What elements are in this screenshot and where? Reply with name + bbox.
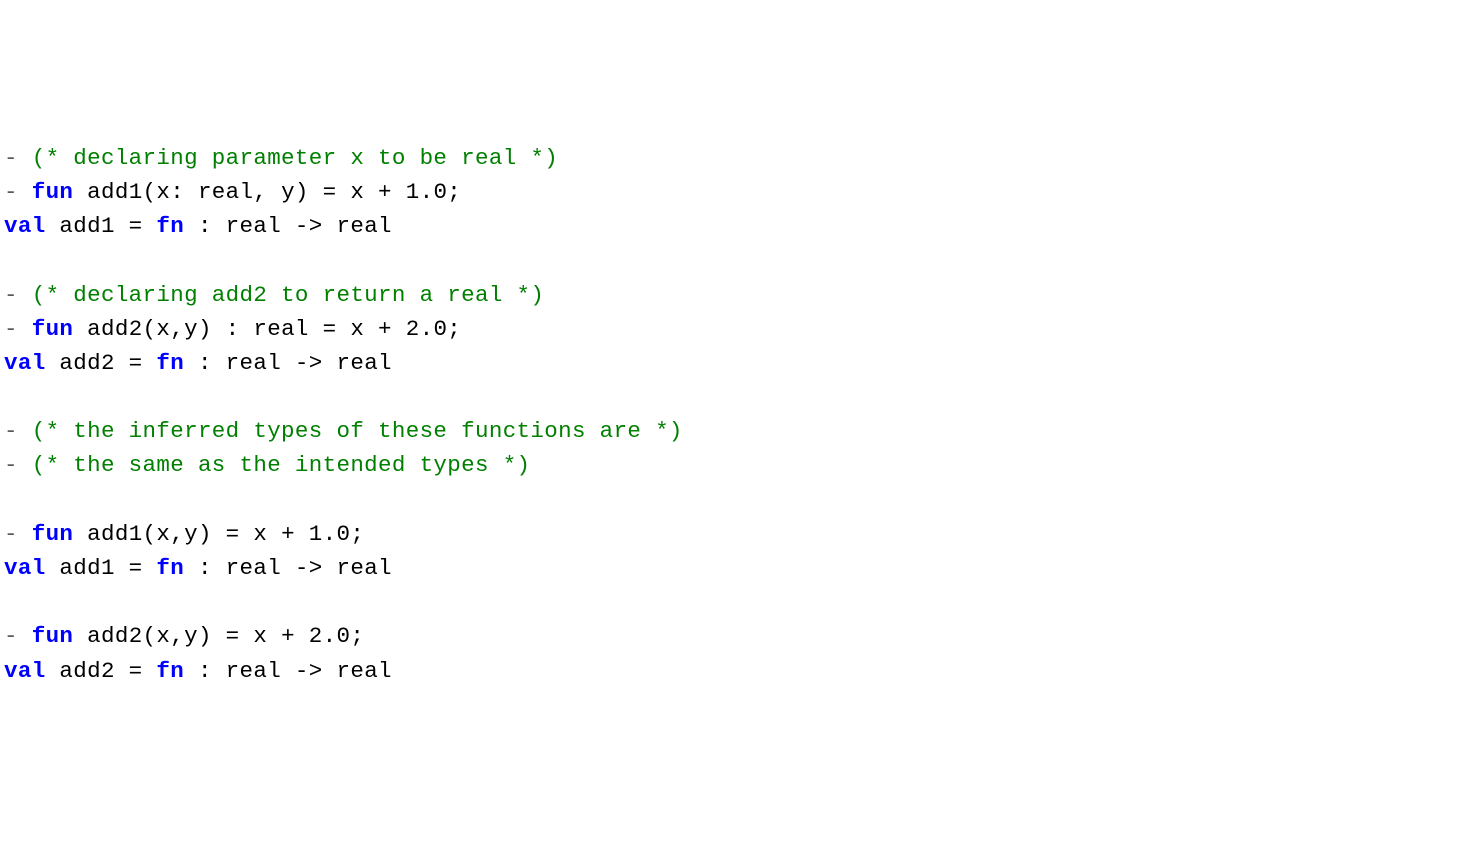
code-line: - fun add1(x: real, y) = x + 1.0; bbox=[4, 175, 1470, 209]
code-block: - (* declaring parameter x to be real *)… bbox=[4, 141, 1470, 688]
code-line: val add2 = fn : real -> real bbox=[4, 346, 1470, 380]
code-line: - (* the same as the intended types *) bbox=[4, 448, 1470, 482]
keyword-token: fn bbox=[156, 350, 184, 376]
keyword-token: val bbox=[4, 213, 46, 239]
code-line: - (* the inferred types of these functio… bbox=[4, 414, 1470, 448]
text-token: add1 = bbox=[46, 555, 157, 581]
prompt-token: - bbox=[4, 418, 32, 444]
code-line: - fun add2(x,y) : real = x + 2.0; bbox=[4, 312, 1470, 346]
text-token: add2(x,y) = x + 2.0; bbox=[73, 623, 364, 649]
comment-token: (* the inferred types of these functions… bbox=[32, 418, 683, 444]
text-token: add1(x: real, y) = x + 1.0; bbox=[73, 179, 461, 205]
code-line: - (* declaring parameter x to be real *) bbox=[4, 141, 1470, 175]
keyword-token: fn bbox=[156, 555, 184, 581]
keyword-token: val bbox=[4, 350, 46, 376]
prompt-token: - bbox=[4, 521, 32, 547]
prompt-token: - bbox=[4, 316, 32, 342]
keyword-token: fun bbox=[32, 521, 74, 547]
prompt-token: - bbox=[4, 623, 32, 649]
text-token: : real -> real bbox=[184, 213, 392, 239]
text-token: : real -> real bbox=[184, 350, 392, 376]
code-line: val add1 = fn : real -> real bbox=[4, 551, 1470, 585]
code-line bbox=[4, 585, 1470, 619]
text-token: add1(x,y) = x + 1.0; bbox=[73, 521, 364, 547]
keyword-token: val bbox=[4, 555, 46, 581]
prompt-token: - bbox=[4, 282, 32, 308]
code-line: - (* declaring add2 to return a real *) bbox=[4, 278, 1470, 312]
text-token: add1 = bbox=[46, 213, 157, 239]
keyword-token: fun bbox=[32, 623, 74, 649]
text-token: : real -> real bbox=[184, 658, 392, 684]
comment-token: (* declaring add2 to return a real *) bbox=[32, 282, 545, 308]
comment-token: (* the same as the intended types *) bbox=[32, 452, 531, 478]
prompt-token: - bbox=[4, 452, 32, 478]
keyword-token: fun bbox=[32, 316, 74, 342]
prompt-token: - bbox=[4, 145, 32, 171]
keyword-token: fn bbox=[156, 213, 184, 239]
prompt-token: - bbox=[4, 179, 32, 205]
code-line: val add1 = fn : real -> real bbox=[4, 209, 1470, 243]
code-line: - fun add1(x,y) = x + 1.0; bbox=[4, 517, 1470, 551]
text-token: : real -> real bbox=[184, 555, 392, 581]
keyword-token: fun bbox=[32, 179, 74, 205]
code-line bbox=[4, 380, 1470, 414]
text-token: add2 = bbox=[46, 658, 157, 684]
code-line: val add2 = fn : real -> real bbox=[4, 654, 1470, 688]
comment-token: (* declaring parameter x to be real *) bbox=[32, 145, 558, 171]
text-token: add2 = bbox=[46, 350, 157, 376]
code-line bbox=[4, 483, 1470, 517]
code-line: - fun add2(x,y) = x + 2.0; bbox=[4, 619, 1470, 653]
code-line bbox=[4, 243, 1470, 277]
keyword-token: fn bbox=[156, 658, 184, 684]
keyword-token: val bbox=[4, 658, 46, 684]
text-token: add2(x,y) : real = x + 2.0; bbox=[73, 316, 461, 342]
